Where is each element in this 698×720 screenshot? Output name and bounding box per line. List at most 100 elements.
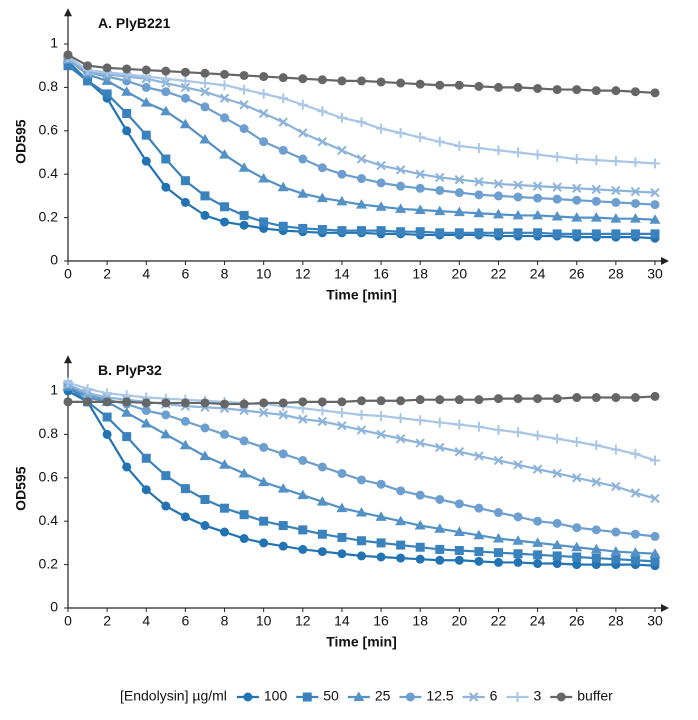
y-tick-label: 0.2 (39, 208, 59, 224)
data-point (610, 546, 622, 556)
data-point (552, 229, 562, 239)
data-point (571, 436, 582, 447)
data-point (102, 429, 112, 439)
data-point (629, 547, 641, 557)
y-axis-arrow (64, 355, 72, 364)
x-tick-label: 18 (412, 266, 428, 282)
data-point (493, 557, 503, 567)
data-point (415, 395, 425, 405)
data-point (239, 510, 249, 520)
data-point (376, 123, 387, 134)
data-point (611, 527, 621, 537)
data-point (239, 405, 249, 416)
data-point (551, 211, 563, 221)
data-point (200, 210, 210, 220)
legend-label: buffer (577, 688, 613, 704)
data-point (336, 112, 347, 123)
legend-swatch-marker (302, 692, 312, 702)
x-tick-label: 8 (221, 613, 229, 629)
data-point (122, 462, 132, 472)
x-tick-label: 4 (142, 613, 150, 629)
data-point (180, 82, 191, 93)
x-tick-label: 8 (221, 266, 229, 282)
data-point (454, 228, 464, 238)
data-point (533, 394, 543, 404)
y-tick-label: 0.6 (39, 122, 59, 138)
data-point (180, 75, 191, 86)
data-point (630, 555, 640, 565)
data-point (277, 483, 289, 493)
data-point (395, 413, 406, 424)
data-point (180, 398, 190, 408)
data-point (591, 184, 602, 195)
y-axis-arrow (64, 8, 72, 17)
data-point (533, 193, 543, 203)
data-point (396, 553, 406, 563)
data-point (258, 108, 269, 119)
data-point (376, 160, 386, 171)
data-point (356, 117, 367, 128)
data-point (258, 407, 269, 418)
data-point (630, 393, 640, 403)
data-point (513, 427, 524, 438)
data-point (434, 417, 445, 428)
legend-swatch-marker (243, 692, 253, 702)
data-point (180, 67, 190, 77)
data-point (337, 532, 347, 542)
data-point (630, 229, 640, 239)
data-point (161, 154, 171, 164)
data-point (533, 550, 543, 560)
legend-swatch-marker (556, 692, 566, 702)
data-point (298, 455, 308, 465)
x-tick-label: 28 (608, 613, 624, 629)
data-point (220, 69, 230, 79)
data-point (122, 126, 132, 136)
x-tick-label: 22 (491, 613, 507, 629)
data-point (650, 455, 660, 466)
data-point (63, 61, 73, 71)
data-point (122, 64, 132, 74)
data-point (357, 475, 366, 485)
data-point (298, 128, 308, 138)
data-point (552, 559, 562, 569)
data-point (493, 179, 504, 189)
x-tick-label: 30 (647, 266, 663, 282)
data-point (611, 554, 621, 564)
data-point (337, 421, 347, 431)
data-point (513, 192, 523, 202)
x-tick-label: 24 (530, 613, 546, 629)
data-point (435, 544, 445, 554)
data-point (590, 543, 602, 554)
data-point (376, 429, 386, 440)
data-point (259, 442, 269, 452)
data-point (63, 397, 73, 407)
y-tick-label: 0 (50, 599, 58, 615)
data-point (434, 205, 446, 216)
data-point (298, 414, 308, 424)
data-point (454, 499, 464, 509)
data-point (278, 221, 288, 231)
data-point (474, 190, 484, 200)
y-tick-label: 0.6 (39, 469, 59, 485)
data-point (572, 473, 582, 483)
data-point (337, 549, 347, 559)
data-point (199, 450, 211, 461)
data-point (219, 149, 231, 159)
data-point (375, 201, 387, 211)
data-point (650, 229, 660, 239)
data-point (474, 556, 484, 566)
data-point (317, 529, 327, 539)
data-point (336, 502, 348, 513)
data-point (610, 213, 622, 223)
data-point (630, 198, 640, 208)
data-point (572, 229, 582, 239)
data-point (161, 501, 171, 511)
data-point (435, 80, 445, 90)
data-point (649, 214, 661, 224)
data-point (454, 188, 464, 198)
data-point (239, 436, 249, 446)
data-point (357, 226, 366, 236)
data-point (454, 419, 465, 430)
data-point (63, 377, 73, 388)
x-tick-label: 20 (452, 613, 468, 629)
